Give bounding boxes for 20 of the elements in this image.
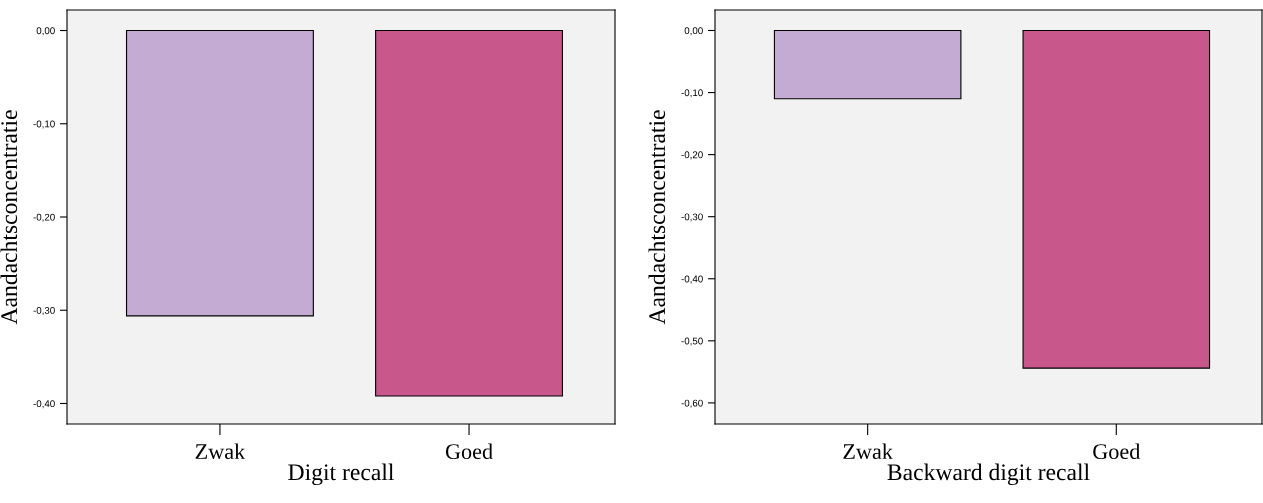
y-tick-label: -0,30 bbox=[681, 213, 703, 222]
y-tick-label: 0,00 bbox=[684, 27, 703, 36]
y-axis-title: Aandachtsconcentratie bbox=[0, 110, 18, 325]
y-axis-title: Aandachtsconcentratie bbox=[648, 110, 666, 325]
x-axis-title: Backward digit recall bbox=[887, 463, 1090, 486]
y-tick-label: -0,60 bbox=[681, 399, 703, 408]
y-tick-label: -0,50 bbox=[681, 337, 703, 346]
x-tick-label: Zwak bbox=[195, 443, 246, 460]
x-tick-label: Goed bbox=[445, 443, 493, 460]
x-tick-label: Zwak bbox=[843, 443, 893, 460]
y-tick-label: -0,30 bbox=[33, 306, 55, 316]
y-tick-label: -0,20 bbox=[681, 151, 703, 160]
y-tick-label: 0,00 bbox=[36, 27, 55, 36]
x-tick-label: Goed bbox=[1093, 443, 1141, 460]
x-axis-title: Digit recall bbox=[288, 463, 394, 486]
y-tick-label: -0,20 bbox=[33, 213, 55, 222]
y-tick-label: -0,10 bbox=[681, 89, 703, 98]
y-tick-label: -0,10 bbox=[33, 120, 55, 129]
y-tick-label: -0,40 bbox=[33, 400, 55, 409]
y-tick-label: -0,40 bbox=[681, 275, 703, 284]
